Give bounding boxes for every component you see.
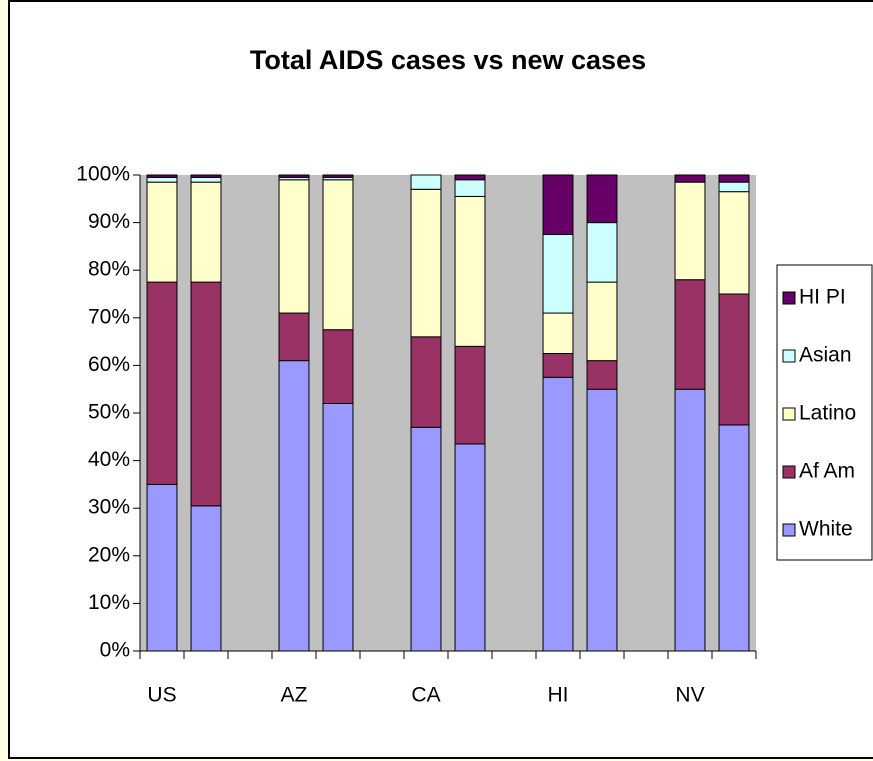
bar-segment [146, 174, 178, 178]
bar-segment [674, 279, 706, 390]
legend-swatch [782, 523, 796, 537]
y-tick-label: 80% [88, 258, 130, 281]
bar-segment [586, 281, 618, 362]
bar-segment [322, 179, 354, 331]
bar-segment [454, 195, 486, 347]
x-tick-label: US [147, 684, 176, 707]
bar-segment [146, 181, 178, 283]
y-tick-label: 60% [88, 353, 130, 376]
bar-segment [454, 345, 486, 445]
legend-label: White [799, 518, 853, 541]
y-tick-label: 100% [76, 163, 130, 186]
bar-segment [542, 174, 574, 235]
legend-label: Asian [799, 344, 852, 367]
bar-segment [322, 402, 354, 652]
bar-segment [542, 312, 574, 355]
legend-label: Af Am [799, 460, 855, 483]
chart-title: Total AIDS cases vs new cases [250, 45, 646, 75]
bar-segment [718, 191, 750, 295]
bar-segment [718, 181, 750, 193]
bar-segment [454, 443, 486, 652]
bar-segment [190, 505, 222, 652]
bar-segment [190, 176, 222, 183]
x-tick-label: AZ [281, 684, 308, 707]
bar-segment [718, 424, 750, 652]
bar-segment [586, 360, 618, 390]
bar-segment [674, 388, 706, 652]
bar-segment [278, 179, 310, 314]
y-tick-label: 0% [100, 639, 130, 662]
bar-segment [278, 174, 310, 178]
legend-label: Latino [799, 402, 856, 425]
legend-swatch [782, 349, 796, 363]
legend-label: HI PI [799, 286, 846, 309]
bar-segment [322, 174, 354, 178]
bar-segment [146, 483, 178, 652]
y-tick-label: 90% [88, 210, 130, 233]
bar-segment [410, 188, 442, 338]
legend-box [776, 264, 873, 561]
bar-segment [146, 281, 178, 485]
y-tick-label: 20% [88, 543, 130, 566]
legend-swatch [782, 291, 796, 305]
x-tick-label: NV [675, 684, 704, 707]
bar-segment [454, 179, 486, 197]
bar-segment [586, 174, 618, 224]
bar-segment [190, 174, 222, 178]
bar-segment [146, 176, 178, 183]
bar-segment [190, 281, 222, 507]
bar-segment [542, 376, 574, 652]
legend-swatch [782, 407, 796, 421]
x-tick-label: CA [411, 684, 440, 707]
bar-segment [278, 360, 310, 652]
y-tick-label: 40% [88, 448, 130, 471]
y-tick-label: 10% [88, 591, 130, 614]
bar-segment [586, 388, 618, 652]
x-tick-label: HI [548, 684, 569, 707]
bar-segment [586, 222, 618, 283]
y-tick-label: 30% [88, 496, 130, 519]
bar-segment [542, 234, 574, 314]
bar-segment [190, 181, 222, 283]
bar-segment [410, 426, 442, 652]
bar-segment [542, 353, 574, 378]
bar-segment [410, 336, 442, 428]
y-tick-label: 70% [88, 305, 130, 328]
plot-area [140, 175, 756, 651]
bar-segment [674, 181, 706, 281]
bar-segment [718, 174, 750, 183]
bar-segment [322, 329, 354, 404]
bar-segment [454, 174, 486, 181]
bar-segment [674, 174, 706, 183]
y-tick-label: 50% [88, 401, 130, 424]
legend-swatch [782, 465, 796, 479]
bar-segment [718, 293, 750, 426]
bar-segment [410, 174, 442, 190]
bar-segment [278, 312, 310, 362]
